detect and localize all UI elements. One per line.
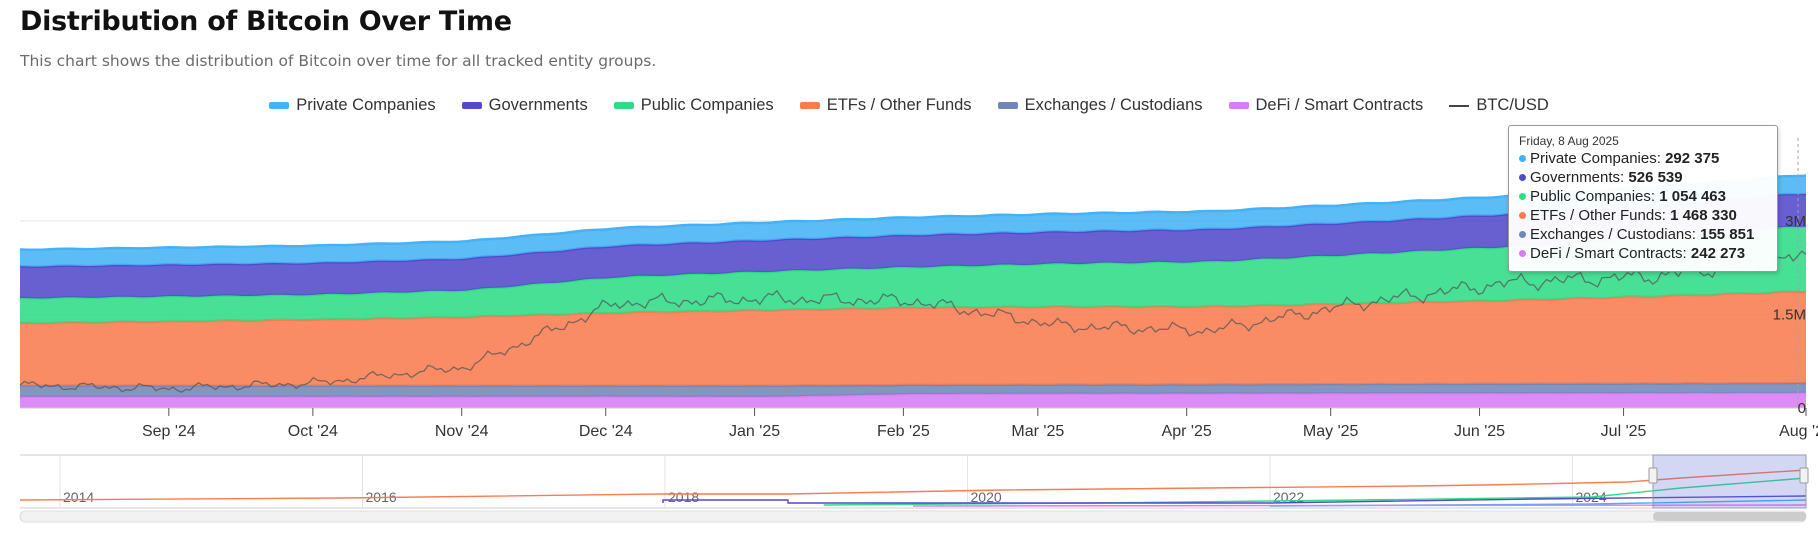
x-tick-label: Feb '25	[877, 423, 930, 440]
tooltip-row-value: 1 054 463	[1659, 188, 1726, 205]
tooltip-row-value: 242 273	[1690, 245, 1746, 262]
navigator-series-line	[19, 469, 1807, 501]
x-tick-label: Jul '25	[1601, 423, 1647, 440]
legend-label: BTC/USD	[1476, 96, 1549, 114]
x-tick-label: Aug '25	[1779, 423, 1818, 440]
tooltip-row-label: Public Companies	[1530, 188, 1651, 205]
series-dot-icon	[1519, 174, 1526, 181]
stacked-areas	[19, 174, 1807, 408]
navigator-selected-range[interactable]	[1652, 454, 1807, 509]
legend-item-governments[interactable]: Governments	[461, 96, 588, 115]
navigator-year-label: 2014	[63, 489, 94, 505]
series-dot-icon	[1519, 212, 1526, 219]
x-tick-label: Apr '25	[1162, 423, 1212, 440]
tooltip-row-label: DeFi / Smart Contracts	[1530, 245, 1683, 262]
legend-swatch-icon	[613, 102, 634, 109]
tooltip-row-value: 526 539	[1628, 169, 1683, 186]
legend-item-etfs-other-funds[interactable]: ETFs / Other Funds	[799, 96, 972, 115]
y-tick-label: 3M	[1785, 213, 1806, 230]
navigator-scrollbar-thumb[interactable]	[1653, 512, 1806, 521]
tooltip-row-label: ETFs / Other Funds	[1530, 207, 1662, 224]
tooltip-row: DeFi / Smart Contracts: 242 273	[1519, 244, 1767, 263]
tooltip-row-value: 155 851	[1700, 226, 1755, 243]
tooltip-row: Public Companies: 1 054 463	[1519, 187, 1767, 206]
legend-item-defi-smart-contracts[interactable]: DeFi / Smart Contracts	[1228, 96, 1424, 115]
page-subtitle: This chart shows the distribution of Bit…	[20, 52, 657, 70]
legend-item-public-companies[interactable]: Public Companies	[613, 96, 774, 115]
series-dot-icon	[1519, 250, 1526, 257]
btc-usd-line	[19, 138, 1807, 408]
legend-label: Governments	[488, 96, 588, 114]
tooltip-row: Private Companies: 292 375	[1519, 149, 1767, 168]
x-tick-label: Jan '25	[729, 423, 780, 440]
tooltip-row-label: Governments	[1530, 169, 1621, 186]
y-tick-label: 1.5M	[1773, 307, 1806, 324]
tooltip-row-value: 1 468 330	[1670, 207, 1737, 224]
legend-item-exchanges-custodians[interactable]: Exchanges / Custodians	[997, 96, 1203, 115]
navigator[interactable]: 2014 2016 2018 2020 2022 2024	[19, 454, 1809, 523]
series-dot-icon	[1519, 155, 1526, 162]
hover-tooltip: Friday, 8 Aug 2025 Private Companies: 29…	[1508, 125, 1778, 272]
chart-legend: Private Companies Governments Public Com…	[0, 96, 1818, 115]
legend-swatch-icon	[269, 102, 290, 109]
tooltip-row: Governments: 526 539	[1519, 168, 1767, 187]
series-dot-icon	[1519, 193, 1526, 200]
navigator-series-line	[662, 495, 1807, 504]
legend-label: DeFi / Smart Contracts	[1255, 96, 1424, 114]
x-tick-label: Oct '24	[288, 423, 338, 440]
area-governments	[20, 193, 1806, 299]
legend-label: Private Companies	[296, 96, 436, 114]
tooltip-row-value: 292 375	[1665, 150, 1720, 167]
legend-swatch-icon	[997, 102, 1018, 109]
navigator-series-line	[912, 504, 1807, 507]
area-etfs-other-funds	[20, 291, 1806, 386]
x-tick-label: Jun '25	[1454, 423, 1505, 440]
series-dot-icon	[1519, 231, 1526, 238]
x-tick-label: Mar '25	[1011, 423, 1064, 440]
tooltip-row: Exchanges / Custodians: 155 851	[1519, 225, 1767, 244]
y-tick-label: 0	[1798, 400, 1806, 417]
tooltip-row: ETFs / Other Funds: 1 468 330	[1519, 206, 1767, 225]
legend-swatch-icon	[1228, 102, 1249, 109]
area-private-companies	[20, 175, 1806, 267]
area-public-companies	[20, 226, 1806, 324]
area-defi-smart-contracts	[20, 392, 1806, 408]
legend-item-btc-usd[interactable]: BTC/USD	[1449, 96, 1549, 115]
x-tick-label: May '25	[1303, 423, 1359, 440]
navigator-year-label: 2020	[971, 489, 1002, 505]
tooltip-row-label: Private Companies	[1530, 150, 1657, 167]
legend-swatch-icon	[799, 102, 820, 109]
legend-swatch-icon	[461, 102, 482, 109]
legend-label: Public Companies	[640, 96, 774, 114]
btc-usd-series-line	[19, 250, 1807, 393]
legend-line-icon	[1449, 104, 1470, 107]
tooltip-row-label: Exchanges / Custodians	[1530, 226, 1692, 243]
legend-label: ETFs / Other Funds	[826, 96, 972, 114]
x-axis: Sep '24 Oct '24 Nov '24 Dec '24 Jan '25 Feb '…	[20, 407, 1818, 440]
x-tick-label: Dec '24	[579, 423, 633, 440]
x-tick-label: Nov '24	[435, 423, 489, 440]
page-title: Distribution of Bitcoin Over Time	[20, 6, 512, 37]
navigator-handle[interactable]	[1648, 467, 1658, 484]
y-axis: 0 1.5M 3M	[1773, 213, 1806, 417]
navigator-year-label: 2018	[668, 489, 699, 505]
navigator-scrollbar-track[interactable]	[19, 510, 1807, 523]
x-tick-label: Sep '24	[142, 423, 196, 440]
legend-label: Exchanges / Custodians	[1024, 96, 1203, 114]
tooltip-date: Friday, 8 Aug 2025	[1519, 134, 1619, 148]
navigator-handle[interactable]	[1799, 467, 1809, 484]
legend-item-private-companies[interactable]: Private Companies	[269, 96, 436, 115]
